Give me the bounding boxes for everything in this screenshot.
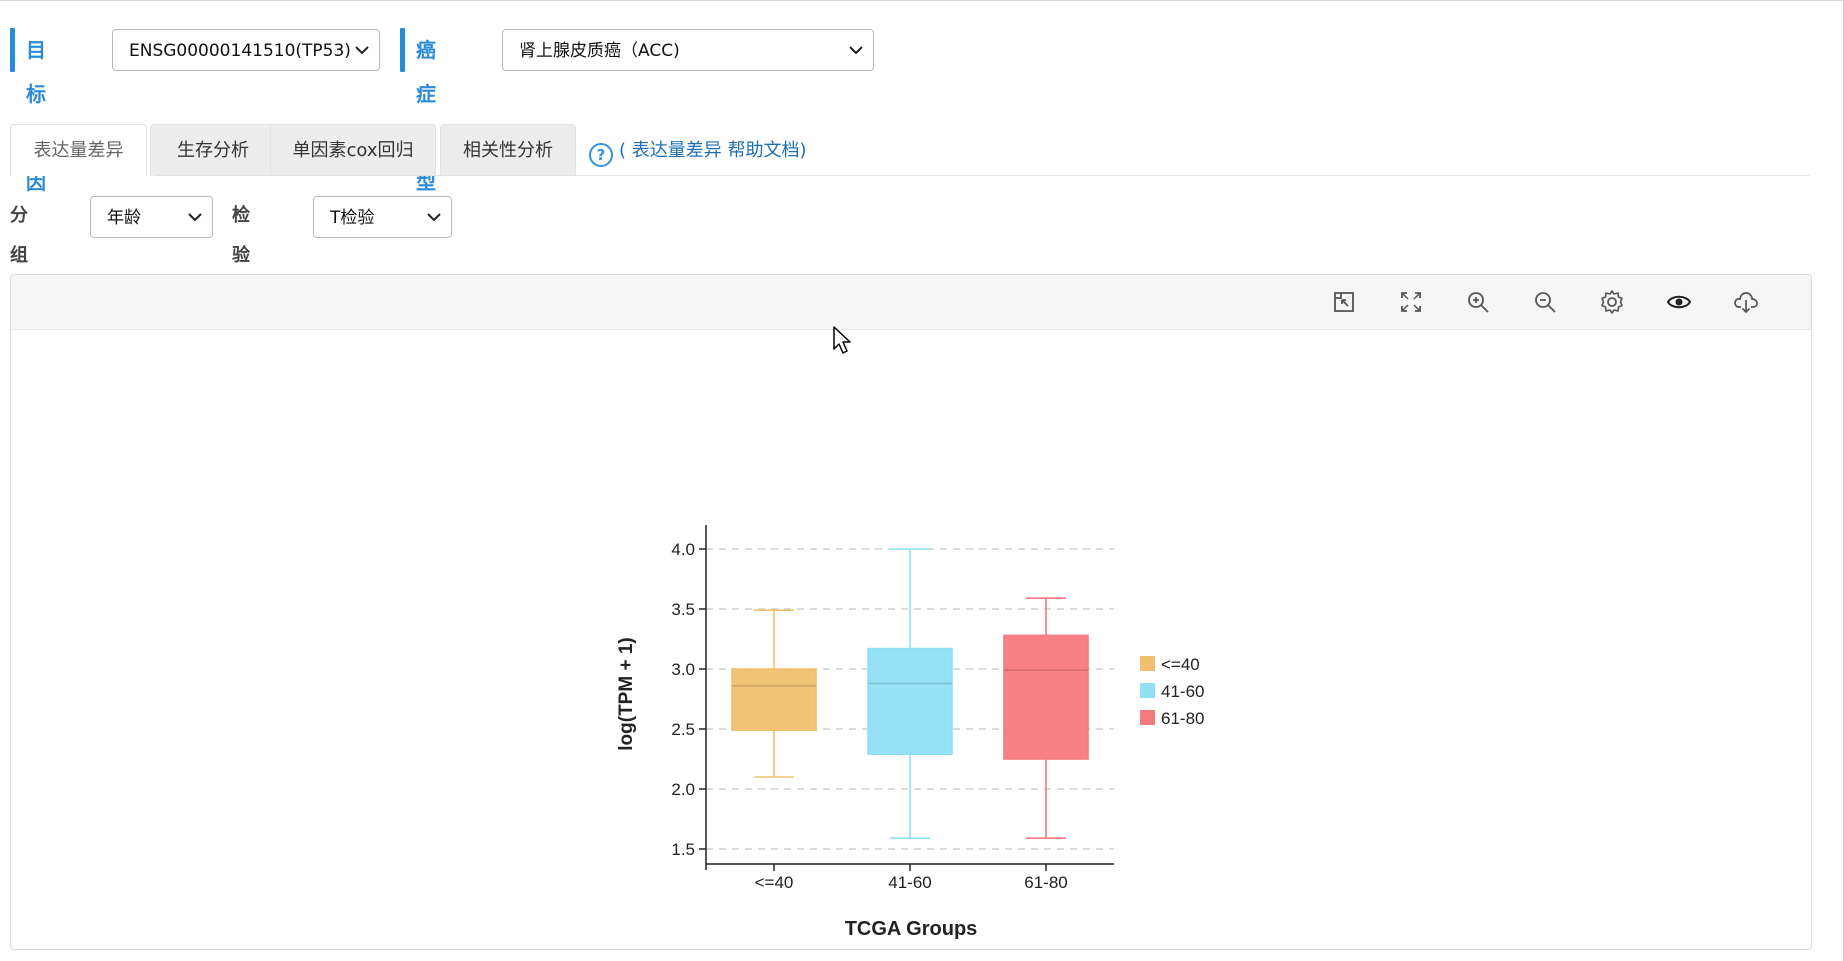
group-select[interactable]: 年龄 (90, 196, 213, 238)
chevron-down-icon (427, 213, 441, 222)
zoom-in-icon[interactable] (1465, 289, 1491, 315)
chart-panel (10, 274, 1812, 950)
restore-icon[interactable] (1331, 289, 1357, 315)
view-icon[interactable] (1666, 289, 1692, 315)
gene-label: 目标基因 (26, 38, 46, 194)
download-icon[interactable] (1733, 289, 1759, 315)
chart-toolbar (11, 275, 1811, 330)
help-link-text: ( 表达量差异 帮助文档) (619, 140, 807, 161)
fullscreen-icon[interactable] (1398, 289, 1424, 315)
test-method-select[interactable]: T检验 (313, 196, 452, 238)
tab-correlation[interactable]: 相关性分析 (440, 124, 576, 176)
gene-select-value: ENSG00000141510(TP53) (129, 41, 351, 61)
tab-expression-diff[interactable]: 表达量差异 (10, 124, 147, 176)
mouse-cursor-icon (833, 326, 851, 354)
test-method-select-value: T检验 (330, 208, 375, 228)
tab-divider (156, 175, 1810, 176)
accent-bar (10, 28, 15, 72)
tab-cox-regression[interactable]: 单因素cox回归 (270, 124, 436, 176)
gene-select[interactable]: ENSG00000141510(TP53) (112, 29, 380, 71)
chevron-down-icon (188, 213, 202, 222)
top-border (0, 0, 1844, 1)
cancer-select-value: 肾上腺皮质癌（ACC) (519, 41, 680, 61)
cancer-select[interactable]: 肾上腺皮质癌（ACC) (502, 29, 874, 71)
question-circle-icon: ? (589, 143, 613, 167)
chevron-down-icon (355, 46, 369, 55)
chevron-down-icon (849, 46, 863, 55)
help-link[interactable]: ? ( 表达量差异 帮助文档) (589, 137, 807, 167)
zoom-out-icon[interactable] (1532, 289, 1558, 315)
cancer-label: 癌症类型 (416, 38, 436, 194)
accent-bar (400, 28, 405, 72)
group-select-value: 年龄 (107, 208, 141, 228)
settings-icon[interactable] (1599, 289, 1625, 315)
tab-survival[interactable]: 生存分析 (150, 124, 276, 176)
